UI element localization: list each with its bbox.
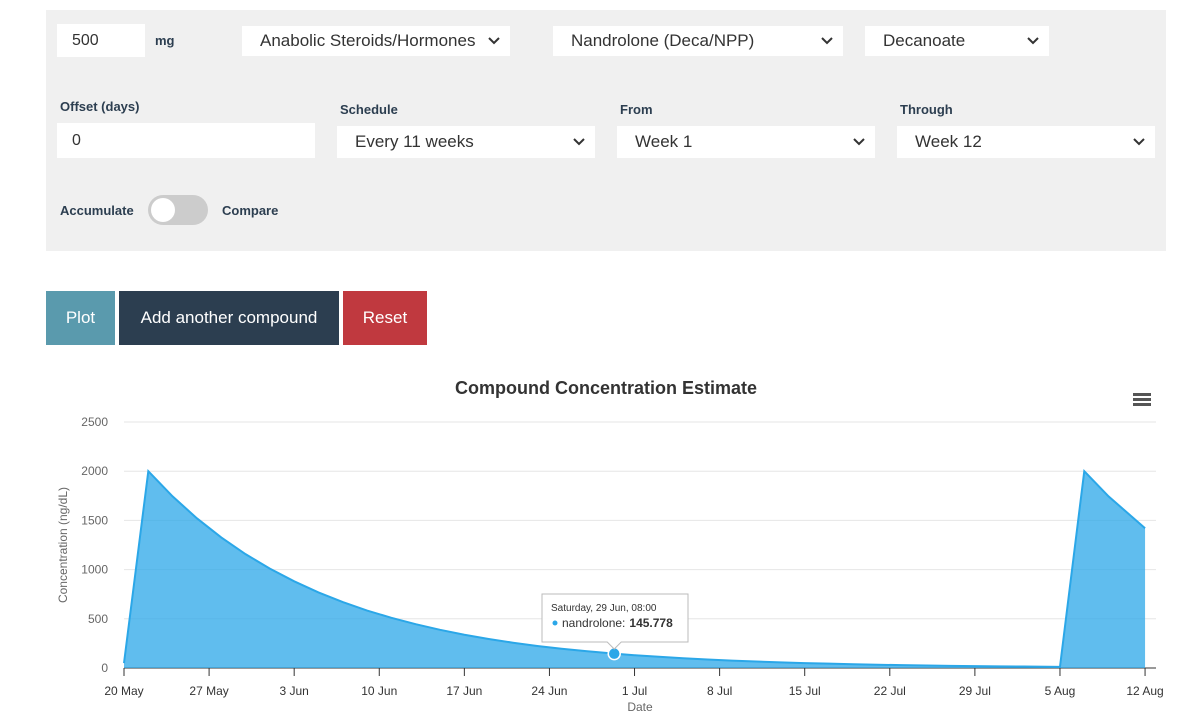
tooltip-value: 145.778	[629, 616, 673, 630]
x-axis-label: Date	[627, 700, 653, 714]
schedule-select[interactable]: Every 11 weeks	[337, 126, 595, 158]
x-tick-label: 10 Jun	[361, 684, 397, 698]
y-tick-label: 2000	[81, 464, 108, 478]
menu-icon[interactable]	[1133, 393, 1151, 406]
schedule-label: Schedule	[340, 102, 398, 117]
x-tick-label: 17 Jun	[446, 684, 482, 698]
x-tick-label: 29 Jul	[959, 684, 991, 698]
through-label: Through	[900, 102, 953, 117]
unit-label: mg	[155, 33, 175, 48]
chart: Compound Concentration Estimate Concentr…	[56, 378, 1164, 714]
line	[123, 468, 1146, 668]
tooltip-text: nandrolone: 145.778	[562, 616, 673, 630]
ester-select[interactable]: Decanoate	[865, 26, 1049, 56]
accumulate-label: Accumulate	[60, 203, 134, 218]
y-tick-label: 2500	[81, 415, 108, 429]
y-axis-label: Concentration (ng/dL)	[56, 487, 70, 603]
chevron	[853, 138, 865, 146]
tooltip: Saturday, 29 Jun, 08:00 nandrolone: 145.77…	[541, 593, 689, 650]
compound-select[interactable]: Nandrolone (Deca/NPP)	[553, 26, 843, 56]
select-value: Anabolic Steroids/Hormones	[260, 31, 476, 50]
x-tick-label: 12 Aug	[1126, 684, 1163, 698]
x-tick-label: 20 May	[104, 684, 143, 698]
through-select[interactable]: Week 12	[897, 126, 1155, 158]
select-value: Week 1	[635, 132, 693, 151]
area	[124, 471, 1146, 668]
x-tick-label: 27 May	[189, 684, 228, 698]
compare-label: Compare	[222, 203, 279, 218]
y-tick-label: 500	[88, 612, 108, 626]
offset-label: Offset (days)	[60, 99, 140, 114]
offset-input[interactable]: 0	[57, 123, 315, 158]
from-select[interactable]: Week 1	[617, 126, 875, 158]
toggle-knob	[151, 198, 175, 222]
select-value: Decanoate	[883, 31, 966, 50]
chevron	[821, 37, 833, 45]
x-tick-label: 1 Jul	[622, 684, 647, 698]
chart-title: Compound Concentration Estimate	[455, 378, 757, 398]
chevron	[488, 37, 500, 45]
select-value: Nandrolone (Deca/NPP)	[571, 31, 755, 50]
x-tick-label: 3 Jun	[279, 684, 308, 698]
y-tick-label: 0	[101, 661, 108, 675]
select-value: Week 12	[915, 132, 982, 151]
mode-toggle[interactable]	[148, 195, 208, 225]
x-tick-label: 5 Aug	[1045, 684, 1076, 698]
y-tick-label: 1500	[81, 513, 108, 527]
x-tick-label: 8 Jul	[707, 684, 732, 698]
amount-input[interactable]: 500	[57, 24, 145, 57]
x-tick-label: 24 Jun	[531, 684, 567, 698]
tooltip-box	[541, 593, 689, 650]
x-tick-label: 15 Jul	[789, 684, 821, 698]
add-compound-button[interactable]: Add another compound	[119, 291, 339, 345]
chevron	[573, 138, 585, 146]
reset-button[interactable]: Reset	[343, 291, 427, 345]
tooltip-label: nandrolone:	[562, 616, 625, 630]
chevron	[1133, 138, 1145, 146]
x-tick-label: 22 Jul	[874, 684, 906, 698]
select-value: Every 11 weeks	[355, 132, 474, 151]
from-label: From	[620, 102, 653, 117]
plot-button[interactable]: Plot	[46, 291, 115, 345]
tooltip-title: Saturday, 29 Jun, 08:00	[551, 603, 657, 614]
chevron	[1027, 37, 1039, 45]
y-tick-label: 1000	[81, 563, 108, 577]
category-select[interactable]: Anabolic Steroids/Hormones	[242, 26, 510, 56]
tooltip-dot	[552, 620, 558, 626]
